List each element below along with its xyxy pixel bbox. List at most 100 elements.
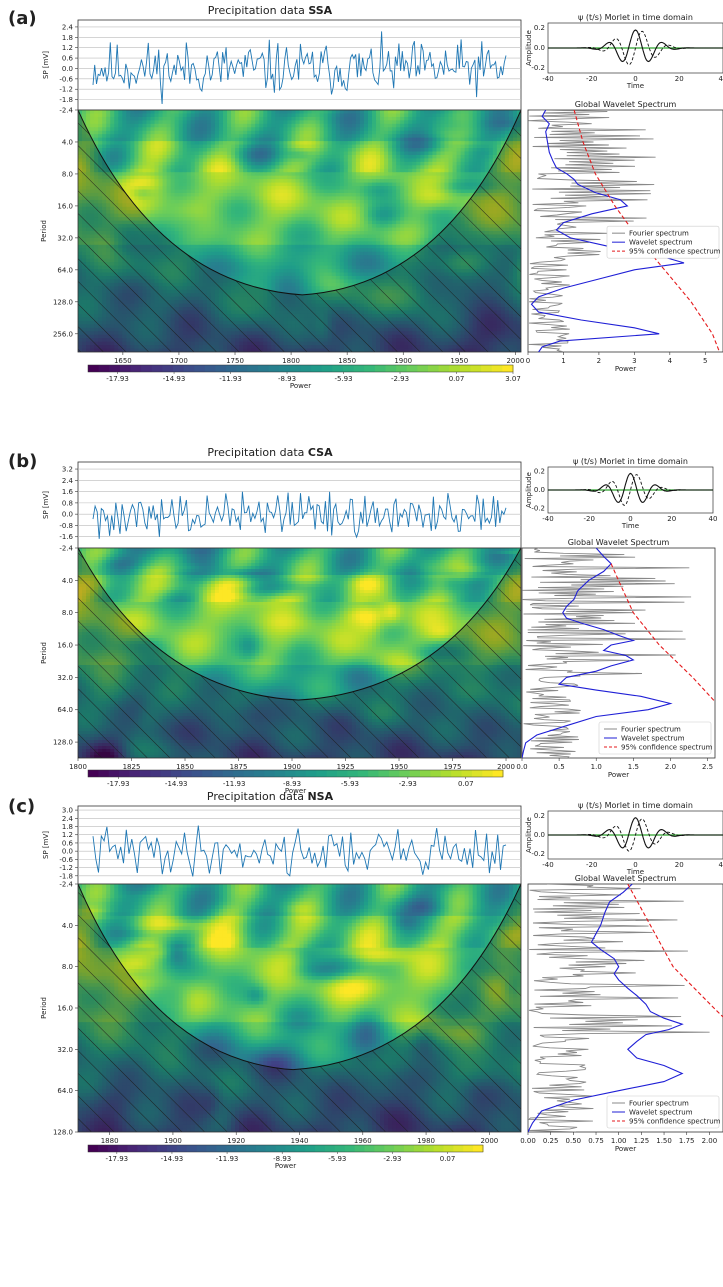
period-tick: 4.0	[62, 922, 73, 930]
year-tick: 1825	[123, 763, 141, 771]
colorbar-tick: 0.07	[449, 375, 465, 383]
morlet-ylabel: Amplitude	[525, 472, 533, 508]
legend-entry: Fourier spectrum	[629, 229, 689, 237]
morlet-xtick: 40	[709, 515, 718, 523]
morlet-xtick: -40	[542, 75, 553, 83]
timeseries-ytick: 0.0	[62, 848, 73, 856]
wavelet-ylabel: Period	[40, 997, 48, 1019]
timeseries-ytick: 0.6	[62, 839, 74, 847]
colorbar: -17.93 -14.93 -11.93 -8.93 -5.93 -2.93 0.07 3.0…	[87, 364, 521, 390]
colorbar-tick: -14.93	[165, 780, 188, 788]
global-spectrum-xtick: 5	[703, 357, 707, 365]
period-tick: 16.0	[57, 202, 73, 210]
colorbar-tick: -2.93	[391, 375, 409, 383]
title-region: SSA	[308, 4, 332, 17]
year-tick: 1975	[444, 763, 462, 771]
colorbar-tick: -11.93	[219, 375, 242, 383]
period-tick: 64.0	[57, 266, 73, 274]
timeseries-ytick: 0.0	[62, 511, 73, 519]
year-tick: 1950	[450, 357, 468, 365]
period-tick: 128.0	[53, 298, 73, 306]
global-spectrum-xtick: 0.0	[516, 763, 527, 771]
global-spectrum-xtick: 1.5	[628, 763, 639, 771]
cone-of-influence-line	[78, 110, 521, 296]
morlet-ytick: 0.2	[534, 468, 545, 476]
panel-title: Precipitation data CSA	[207, 446, 333, 459]
year-tick: 1950	[390, 763, 408, 771]
fourier-spectrum-line	[528, 110, 656, 352]
wavelet-power-heatmap	[78, 110, 521, 352]
morlet-xtick: -20	[584, 515, 595, 523]
global-spectrum-xlabel: Power	[608, 771, 629, 779]
year-tick: 1925	[337, 763, 355, 771]
morlet-title: ψ (t/s) Morlet in time domain	[578, 801, 693, 810]
wavelet-spectrum-line	[522, 548, 673, 758]
period-tick: 64.0	[57, 706, 73, 714]
morlet-imag-part	[548, 30, 723, 66]
period-tick: 128.0	[53, 1129, 73, 1137]
morlet-xtick: 40	[719, 861, 723, 869]
period-tick: 16.0	[57, 1005, 73, 1013]
heatmap-frame	[77, 109, 522, 353]
year-tick: 1800	[282, 357, 300, 365]
period-tick: 8.0	[62, 609, 73, 617]
global-spectrum: Global Wavelet Spectrum 0.0 0.5 1.0 1.5 2.0 2.…	[516, 538, 716, 779]
period-tick: 256.0	[53, 330, 73, 338]
timeseries-ytick: 1.6	[62, 488, 74, 496]
period-tick: 16.0	[57, 642, 73, 650]
year-tick: 1980	[417, 1137, 435, 1145]
colorbar-tick: -8.93	[278, 375, 296, 383]
morlet-xtick: 0	[633, 861, 637, 869]
global-spectrum-xtick: 1.25	[634, 1137, 650, 1145]
legend-entry: Wavelet spectrum	[621, 734, 685, 742]
year-tick: 1880	[101, 1137, 119, 1145]
timeseries-ylabel: SP [mV]	[42, 51, 50, 79]
year-tick: 1750	[226, 357, 244, 365]
timeseries-ytick: -1.6	[59, 533, 73, 541]
morlet-ytick: 0.0	[534, 44, 545, 52]
global-spectrum-xtick: 4	[668, 357, 673, 365]
global-spectrum-xlabel: Power	[615, 1145, 636, 1153]
colorbar-tick: -2.93	[383, 1155, 401, 1163]
colorbar-tick: -11.93	[216, 1155, 239, 1163]
panel-label: (c)	[8, 796, 35, 817]
title-region: NSA	[307, 790, 333, 803]
global-spectrum-xtick: 1.00	[611, 1137, 627, 1145]
morlet-ytick: -0.2	[531, 850, 545, 858]
fourier-spectrum-line	[528, 884, 710, 1132]
global-spectrum-xtick: 2.5	[702, 763, 713, 771]
global-spectrum-xtick: 0.5	[554, 763, 565, 771]
morlet-ylabel: Amplitude	[525, 817, 533, 853]
year-tick: 1900	[394, 357, 412, 365]
timeseries-ytick: 3.2	[62, 466, 73, 474]
timeseries-ytick: 3.0	[62, 807, 73, 815]
morlet-plot: ψ (t/s) Morlet in time domain -40 -20 0 20 40…	[525, 457, 717, 530]
global-spectrum-xtick: 1	[561, 357, 565, 365]
morlet-ytick: 0.2	[534, 812, 545, 820]
period-tick: 32.0	[57, 234, 73, 242]
colorbar-tick: -11.93	[223, 780, 246, 788]
period-tick: 8.0	[62, 170, 73, 178]
wavelet-ylabel: Period	[40, 642, 48, 664]
timeseries-frame	[77, 805, 522, 885]
timeseries-ylabel: SP [mV]	[42, 831, 50, 859]
colorbar-tick: -5.93	[341, 780, 359, 788]
timeseries-ytick: -1.8	[59, 872, 73, 880]
global-spectrum-title: Global Wavelet Spectrum	[575, 100, 677, 109]
panel-title: Precipitation data SSA	[208, 4, 333, 17]
legend-entry: Wavelet spectrum	[629, 238, 693, 246]
timeseries-ytick: 0.6	[62, 55, 74, 63]
period-tick: 128.0	[53, 739, 73, 747]
timeseries-ytick: 2.4	[62, 815, 74, 823]
colorbar-tick: -17.93	[106, 375, 129, 383]
year-tick: 2000	[480, 1137, 498, 1145]
colorbar-tick: -14.93	[161, 1155, 184, 1163]
year-tick: 1700	[170, 357, 188, 365]
panel-label: (b)	[8, 451, 37, 472]
morlet-xtick: -20	[586, 861, 597, 869]
morlet-xtick: 40	[719, 75, 723, 83]
timeseries-ytick: 1.2	[62, 831, 73, 839]
